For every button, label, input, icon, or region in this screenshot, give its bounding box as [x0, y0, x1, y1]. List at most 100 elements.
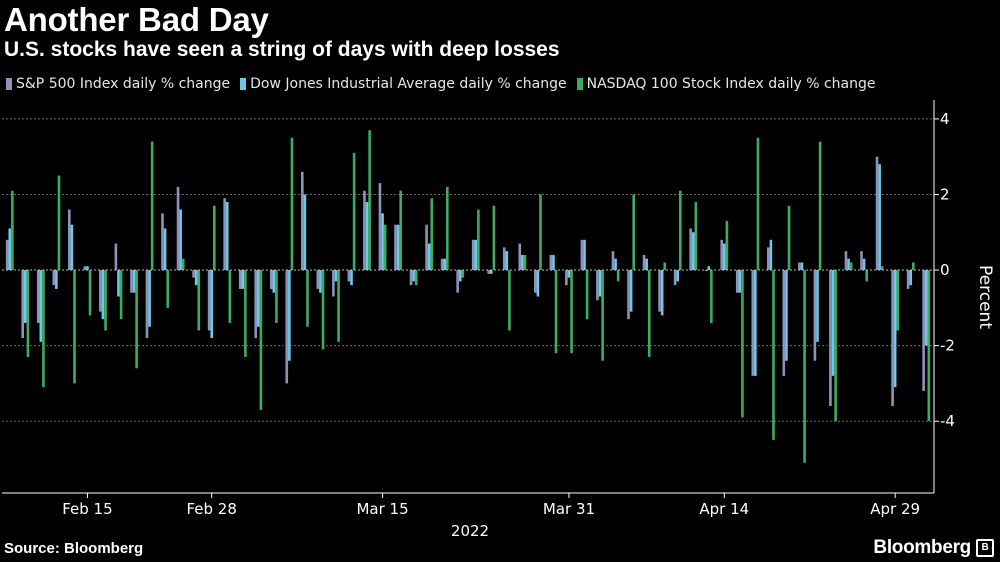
- bar-0: [316, 270, 320, 289]
- bar-2: [772, 270, 775, 441]
- bar-1: [924, 270, 928, 346]
- bar-1: [660, 270, 664, 316]
- bar-0: [192, 270, 195, 278]
- legend: S&P 500 Index daily % change Dow Jones I…: [6, 75, 886, 93]
- bar-1: [769, 239, 773, 271]
- bar-2: [135, 270, 138, 369]
- source-note: Source: Bloomberg: [4, 540, 144, 557]
- bar-2: [368, 130, 371, 271]
- bar-1: [614, 258, 617, 271]
- bar-1: [117, 270, 120, 297]
- bar-2: [430, 198, 434, 271]
- legend-swatch-dow: [240, 78, 247, 90]
- y-axis-label: Percent: [975, 265, 995, 329]
- bar-2: [461, 270, 465, 278]
- bar-2: [306, 270, 309, 327]
- bar-0: [83, 266, 87, 271]
- bar-0: [456, 270, 459, 293]
- bar-1: [831, 270, 835, 376]
- bar-1: [862, 258, 866, 271]
- bar-0: [254, 270, 257, 339]
- bar-2: [275, 270, 278, 323]
- legend-item-nasdaq: NASDAQ 100 Stock Index daily % change: [576, 76, 876, 92]
- bar-2: [150, 141, 154, 271]
- y-tick-label: 0: [940, 261, 950, 279]
- chart-subtitle: U.S. stocks have seen a string of days w…: [4, 38, 560, 61]
- bar-2: [119, 270, 123, 320]
- legend-swatch-nasdaq: [576, 78, 583, 90]
- bar-1: [567, 270, 571, 278]
- bar-1: [536, 270, 540, 297]
- bar-0: [269, 270, 273, 289]
- bar-2: [73, 270, 76, 384]
- y-tick-label: 4: [940, 110, 950, 128]
- bar-2: [818, 141, 822, 271]
- bar-1: [148, 270, 151, 327]
- bar-0: [565, 270, 568, 286]
- bar-0: [176, 186, 180, 271]
- bar-1: [707, 266, 711, 271]
- bar-2: [694, 202, 698, 271]
- bar-0: [596, 270, 599, 301]
- bar-1: [490, 270, 493, 274]
- bar-1: [24, 270, 27, 323]
- chart-title: Another Bad Day: [4, 1, 269, 38]
- bar-0: [798, 262, 801, 271]
- bar-0: [549, 254, 553, 271]
- bar-2: [321, 270, 325, 350]
- bar-2: [679, 190, 682, 271]
- bar-2: [244, 270, 247, 357]
- bar-1: [412, 270, 415, 282]
- bar-0: [720, 239, 723, 271]
- bar-0: [409, 270, 413, 286]
- bar-0: [99, 270, 102, 312]
- bar-2: [213, 205, 216, 271]
- bar-2: [88, 270, 92, 316]
- bar-1: [443, 258, 446, 271]
- bar-2: [197, 270, 201, 331]
- bar-2: [26, 270, 30, 357]
- x-tick-label: Mar 31: [543, 500, 595, 518]
- bar-1: [396, 224, 400, 271]
- bar-1: [629, 270, 633, 312]
- bar-1: [163, 228, 167, 271]
- bar-0: [782, 270, 786, 376]
- bar-0: [425, 224, 428, 271]
- bar-0: [813, 270, 817, 361]
- bar-1: [101, 270, 105, 320]
- bar-2: [601, 270, 604, 361]
- bar-1: [241, 270, 245, 289]
- x-tick-label: Apr 29: [870, 500, 920, 518]
- bar-2: [11, 190, 14, 271]
- bar-1: [676, 270, 679, 282]
- bar-0: [347, 270, 351, 282]
- bar-2: [492, 205, 496, 271]
- bar-1: [723, 243, 726, 271]
- bar-0: [922, 270, 925, 391]
- bar-1: [583, 239, 586, 271]
- x-axis-label: 2022: [451, 522, 489, 540]
- legend-item-dow: Dow Jones Industrial Average daily % cha…: [240, 76, 567, 92]
- bar-0: [658, 270, 661, 312]
- bar-2: [896, 270, 900, 331]
- y-tick-label: -2: [940, 337, 955, 355]
- bar-2: [741, 270, 744, 418]
- bar-0: [580, 239, 584, 271]
- bar-1: [257, 270, 260, 327]
- bar-2: [259, 270, 263, 410]
- x-tick-label: Feb 15: [62, 500, 112, 518]
- bar-0: [285, 270, 289, 384]
- legend-label-nasdaq: NASDAQ 100 Stock Index daily % change: [586, 76, 876, 92]
- bar-1: [365, 202, 369, 271]
- bar-2: [663, 262, 667, 271]
- bar-1: [645, 258, 648, 271]
- bar-1: [691, 232, 695, 271]
- bar-1: [350, 270, 353, 286]
- bar-2: [228, 270, 232, 323]
- bar-0: [891, 270, 894, 407]
- bar-0: [502, 247, 506, 271]
- bar-2: [477, 209, 480, 271]
- bar-1: [893, 270, 897, 388]
- x-tick-label: Mar 15: [356, 500, 408, 518]
